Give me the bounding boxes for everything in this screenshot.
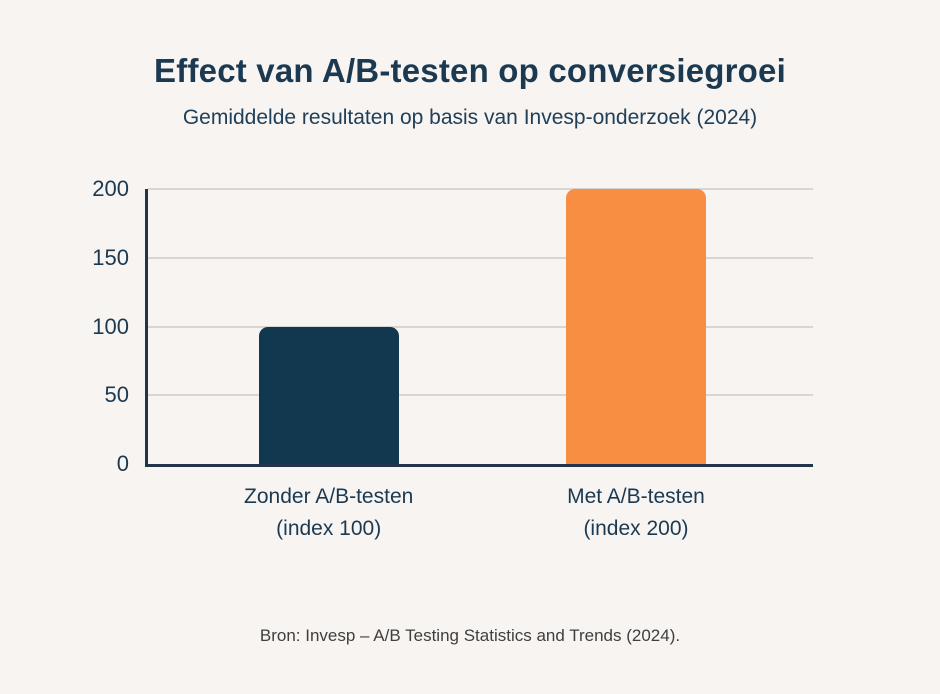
x-axis-line	[145, 464, 813, 467]
chart-subtitle: Gemiddelde resultaten op basis van Inves…	[182, 106, 758, 129]
bar-met-a-b-testen	[565, 189, 706, 464]
gridline-200	[148, 188, 813, 190]
gridline-50	[148, 394, 813, 397]
y-tick-label-100: 100	[92, 313, 129, 339]
x-label-zonder-a-b-testen: Zonder A/B-testen (index 100)	[209, 481, 449, 545]
gridline-150	[148, 256, 813, 259]
x-label-sublabel: (index 100)	[276, 517, 382, 540]
source-note: Bron: Invesp – A/B Testing Statistics an…	[259, 626, 681, 645]
plot-area: 0 50 100 150 200 Zonder A/B-testen (index 100)…	[92, 176, 813, 540]
bar-zonder-a-b-testen	[258, 326, 399, 464]
gridline-100	[148, 325, 813, 328]
chart-title: Effect van A/B-testen op conversiegroei	[154, 52, 786, 89]
y-tick-label-150: 150	[92, 244, 129, 270]
y-axis-line	[145, 189, 148, 467]
x-label-category: Zonder A/B-testen	[244, 485, 414, 508]
y-tick-label-200: 200	[92, 176, 129, 201]
y-tick-label-0: 0	[116, 451, 129, 476]
x-label-met-a-b-testen: Met A/B-testen (index 200)	[516, 481, 756, 545]
x-label-category: Met A/B-testen	[567, 485, 705, 508]
y-tick-label-50: 50	[104, 382, 129, 408]
x-label-sublabel: (index 200)	[583, 517, 689, 540]
